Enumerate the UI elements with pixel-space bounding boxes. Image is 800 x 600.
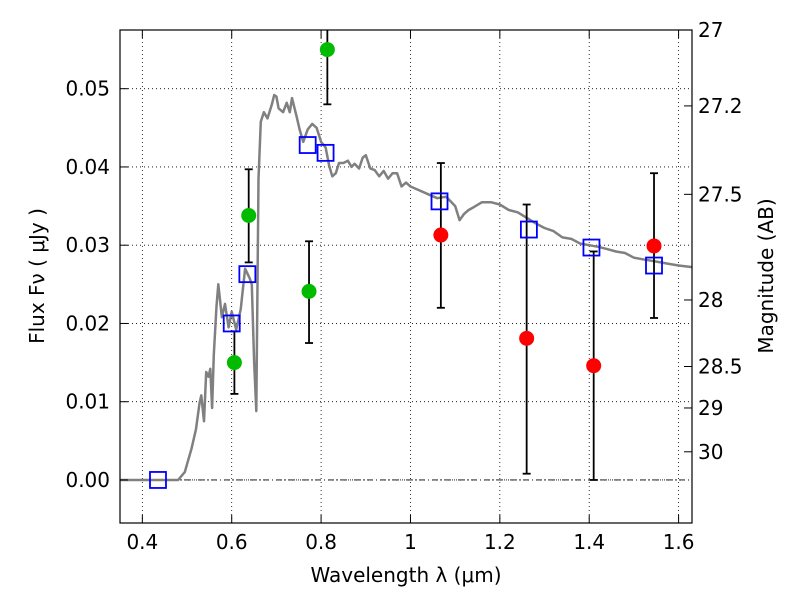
right-tick-label: 27.5 [698,182,743,206]
x-tick-label: 1.2 [484,530,516,554]
x-tick-label: 0.4 [126,530,158,554]
model-layer [120,93,693,482]
y-tick-label: 0.02 [65,311,110,335]
observed-flux-dot [433,227,449,243]
y-axis-label: Flux Fν ( μJy ) [25,208,49,344]
model-photometry-square [430,192,449,211]
observed-flux-dot [319,42,335,58]
model-photometry-square [298,136,317,154]
x-tick-label: 0.8 [305,530,337,554]
marker-layer [149,42,663,489]
observed-flux-dot [586,358,602,374]
right-tick-label: 27.2 [698,94,743,118]
y-tick-label: 0.01 [65,390,110,414]
observed-flux-dot [241,207,257,223]
x-tick-label: 1.4 [573,530,605,554]
model-photometry-square [582,238,601,257]
y-tick-label: 0.03 [65,233,110,257]
x-tick-label: 1.6 [663,530,695,554]
grid-layer [120,30,692,523]
right-tick-label: 29 [698,396,723,420]
model-photometry-square [238,265,257,284]
y-tick-label: 0.05 [65,77,110,101]
y-tick-label: 0.04 [65,155,110,179]
plot-frame [119,29,693,524]
tick-layer [120,29,692,523]
right-tick-label: 27 [698,18,723,42]
right-tick-label: 28.5 [698,354,743,378]
model-photometry-square [316,143,335,162]
y-tick-label: 0.00 [65,468,110,492]
x-tick-label: 1 [404,530,417,554]
right-tick-label: 28 [698,288,723,312]
label-layer: 0.4 0.6 0.8 1 1.2 1.4 1.6 0.00 0.01 0.02 0.03 0.04 0… [65,18,742,554]
model-photometry-square [149,471,167,489]
observed-flux-dot [226,355,242,371]
right-tick-label: 30 [698,440,723,464]
model-photometry-square [222,314,241,333]
x-tick-label: 0.6 [216,530,248,554]
x-axis-label: Wavelength λ (μm) [310,563,501,587]
observed-flux-dot [646,238,662,254]
observed-flux-dot [519,330,535,346]
model-photometry-square [645,256,663,275]
observed-flux-dot [301,283,317,299]
model-spectrum-line [120,93,693,482]
right-axis-label: Magnitude (AB) [754,198,778,353]
model-photometry-square [519,220,538,239]
